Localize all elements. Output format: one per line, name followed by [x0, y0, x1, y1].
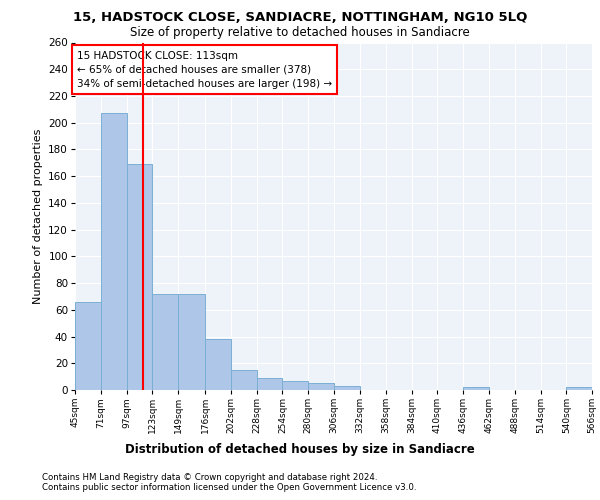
Bar — [152, 294, 178, 390]
Bar — [231, 370, 257, 390]
Bar — [205, 339, 231, 390]
Y-axis label: Number of detached properties: Number of detached properties — [33, 128, 43, 304]
Text: 15 HADSTOCK CLOSE: 113sqm
← 65% of detached houses are smaller (378)
34% of semi: 15 HADSTOCK CLOSE: 113sqm ← 65% of detac… — [77, 50, 332, 88]
Bar — [101, 114, 127, 390]
Text: Size of property relative to detached houses in Sandiacre: Size of property relative to detached ho… — [130, 26, 470, 39]
Text: 15, HADSTOCK CLOSE, SANDIACRE, NOTTINGHAM, NG10 5LQ: 15, HADSTOCK CLOSE, SANDIACRE, NOTTINGHA… — [73, 11, 527, 24]
Bar — [127, 164, 152, 390]
Bar — [308, 384, 334, 390]
Text: Distribution of detached houses by size in Sandiacre: Distribution of detached houses by size … — [125, 442, 475, 456]
Bar — [463, 388, 489, 390]
Bar — [566, 388, 592, 390]
Text: Contains public sector information licensed under the Open Government Licence v3: Contains public sector information licen… — [42, 484, 416, 492]
Bar — [283, 380, 308, 390]
Bar — [257, 378, 283, 390]
Bar — [334, 386, 360, 390]
Bar — [75, 302, 101, 390]
Bar — [178, 294, 205, 390]
Text: Contains HM Land Registry data © Crown copyright and database right 2024.: Contains HM Land Registry data © Crown c… — [42, 472, 377, 482]
